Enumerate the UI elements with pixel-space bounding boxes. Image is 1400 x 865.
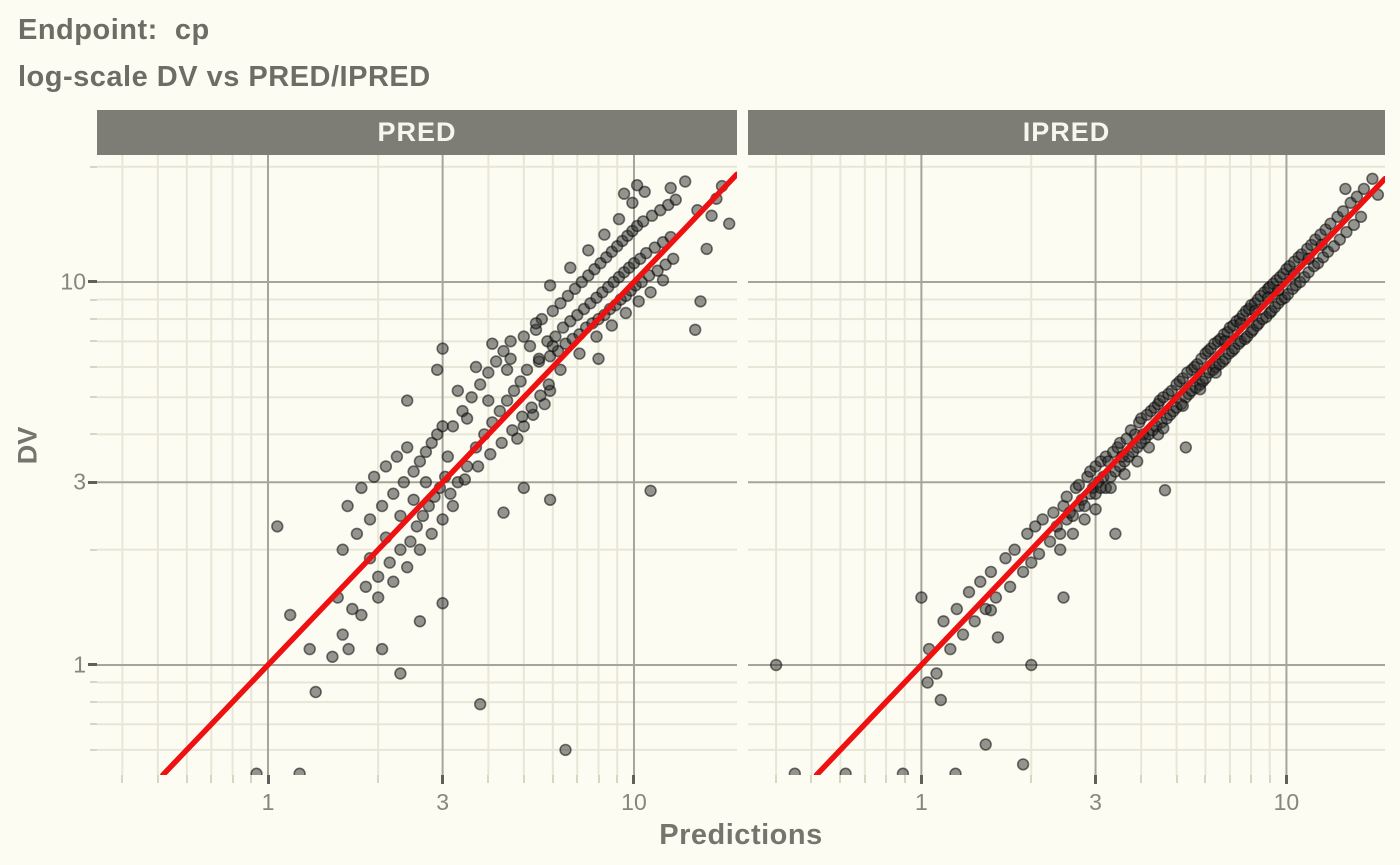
x-major-tick [919, 775, 923, 784]
x-minor-tick [156, 775, 159, 783]
x-minor-tick [551, 775, 554, 783]
x-tick-label: 3 [436, 789, 450, 815]
x-minor-tick [616, 775, 619, 783]
y-tick-label: 10 [60, 268, 86, 295]
x-minor-tick [1228, 775, 1231, 783]
y-major-tick [88, 280, 97, 284]
x-minor-tick [231, 775, 234, 783]
y-major-tick [88, 663, 97, 667]
x-major-tick [632, 775, 636, 784]
x-minor-tick [810, 775, 813, 783]
grid-minor [97, 155, 737, 775]
x-minor-tick [1250, 775, 1253, 783]
x-minor-tick [121, 775, 124, 783]
y-axis-title: DV [12, 426, 43, 465]
x-minor-tick [522, 775, 525, 783]
x-minor-tick [250, 775, 253, 783]
y-minor-tick [90, 748, 97, 751]
identity-line [160, 171, 737, 775]
scatter-points [250, 175, 736, 775]
scatter-points [769, 172, 1385, 775]
facet-strip-pred-label: PRED [377, 117, 457, 147]
x-minor-tick [185, 775, 188, 783]
panel-ipred-plot [748, 155, 1385, 775]
x-major-tick [266, 775, 270, 784]
y-minor-tick [90, 298, 97, 301]
x-minor-tick [1175, 775, 1178, 783]
y-major-tick [88, 480, 97, 484]
y-minor-tick [90, 701, 97, 704]
x-tick-label: 10 [621, 789, 647, 815]
x-minor-tick [903, 775, 906, 783]
x-major-tick [441, 775, 445, 784]
x-minor-tick [1030, 775, 1033, 783]
y-minor-tick [90, 681, 97, 684]
x-minor-tick [576, 775, 579, 783]
x-major-tick [1094, 775, 1098, 784]
facet-strip-ipred: IPRED [748, 110, 1385, 155]
y-minor-tick [90, 723, 97, 726]
x-minor-tick [885, 775, 887, 783]
facet-strip-ipred-label: IPRED [1022, 117, 1111, 147]
y-minor-tick [90, 396, 97, 399]
y-minor-tick [90, 365, 97, 368]
x-minor-tick [839, 775, 842, 783]
x-tick-label: 1 [914, 789, 928, 815]
y-minor-tick [90, 433, 97, 436]
panel-pred-plot [97, 155, 737, 775]
x-minor-tick [775, 775, 778, 783]
grid-minor [748, 155, 1385, 775]
x-tick-label: 1 [261, 789, 275, 815]
y-tick-label: 3 [73, 468, 86, 495]
x-minor-tick [487, 775, 490, 783]
y-tick-label: 1 [73, 651, 86, 678]
x-tick-label: 10 [1273, 789, 1300, 815]
plot-subtitle: log-scale DV vs PRED/IPRED [18, 61, 431, 93]
y-minor-tick [90, 340, 97, 343]
x-minor-tick [863, 775, 866, 783]
identity-line [813, 175, 1385, 775]
x-minor-tick [1204, 775, 1207, 783]
x-minor-tick [210, 775, 213, 783]
x-minor-tick [1268, 775, 1271, 783]
x-minor-tick [377, 775, 380, 783]
facet-strip-pred: PRED [97, 110, 737, 155]
y-minor-tick [90, 318, 97, 321]
x-axis-title: Predictions [659, 819, 823, 851]
x-tick-label: 3 [1089, 789, 1102, 815]
y-minor-tick [90, 548, 97, 551]
x-major-tick [1284, 775, 1288, 784]
plot-title: Endpoint: cp [18, 14, 210, 46]
x-minor-tick [597, 775, 600, 783]
x-minor-tick [1140, 775, 1143, 783]
grid-major [748, 155, 1385, 775]
y-minor-tick [90, 165, 97, 168]
